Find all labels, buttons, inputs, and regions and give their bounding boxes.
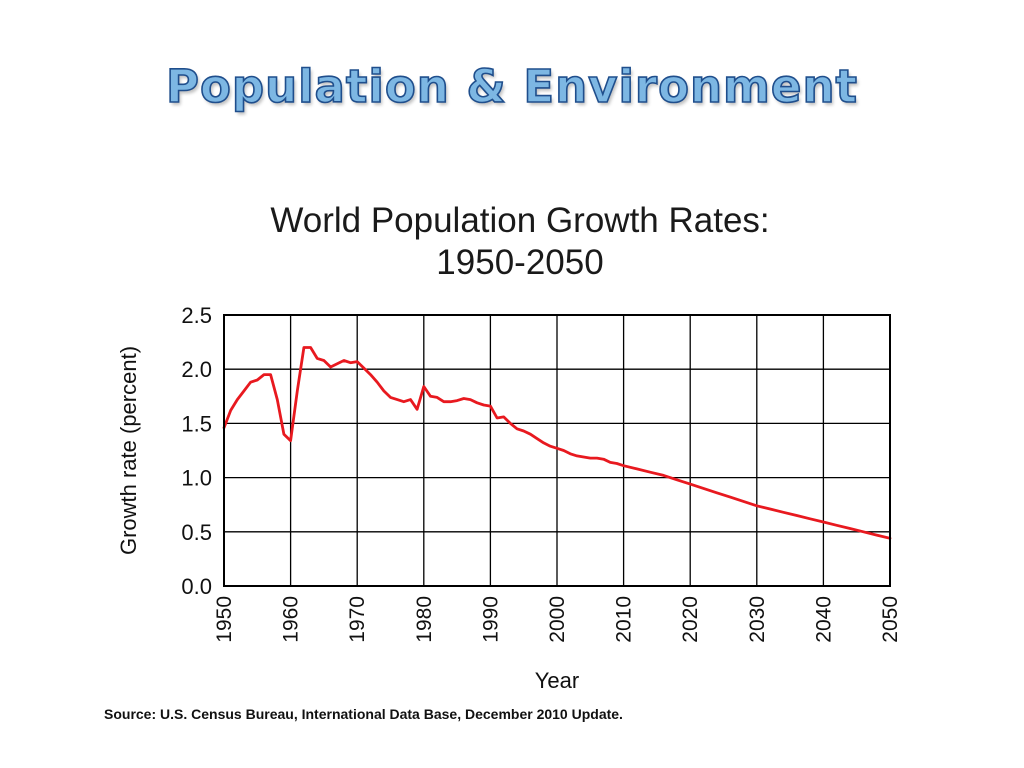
source-note: Source: U.S. Census Bureau, Internationa… [104,706,623,722]
slide-title: Population & Environment [165,60,859,113]
plot-frame [223,314,891,587]
x-tick-label: 2020 [679,596,702,643]
x-tick-label: 1980 [413,596,436,643]
y-tick-label: 2.5 [181,303,212,328]
x-tick-label: 2050 [879,596,902,643]
x-tick-label: 1950 [213,596,236,643]
x-tick-labels: 1950 1960 1970 1980 1990 2000 2010 2020 2030 2040… [213,596,902,643]
chart-title: World Population Growth Rates: 1950-2050 [170,200,870,284]
series-line-0 [222,346,892,540]
chart-title-line-2: 1950-2050 [436,243,604,282]
x-axis-label: Year [535,668,579,693]
x-tick-label: 2000 [546,596,569,643]
x-tick-label: 1990 [479,596,502,643]
y-tick-label: 0.0 [181,574,212,599]
x-tick-label: 2030 [746,596,769,643]
x-tick-label: 2010 [613,596,636,643]
x-tick-label: 1970 [346,596,369,643]
y-tick-label: 0.5 [181,520,212,545]
x-tick-label: 2040 [812,596,835,643]
y-tick-labels: 0.0 0.5 1.0 1.5 2.0 2.5 [181,303,212,599]
grid-layer [223,314,891,587]
series-layer [222,346,892,540]
x-tick-label: 1960 [280,596,303,643]
y-tick-label: 2.0 [181,357,212,382]
y-axis-label: Growth rate (percent) [116,346,141,555]
y-tick-label: 1.5 [181,411,212,436]
chart-title-line-1: World Population Growth Rates: [270,201,770,240]
y-tick-label: 1.0 [181,466,212,491]
